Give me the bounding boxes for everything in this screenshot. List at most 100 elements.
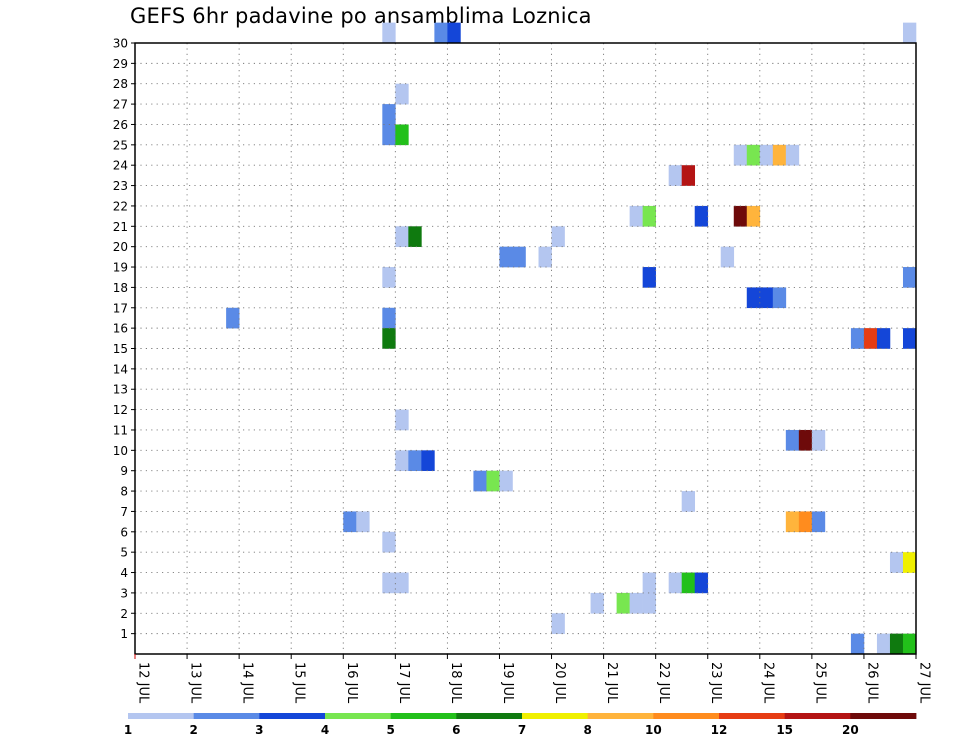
heatmap-cell [720,246,735,268]
legend-swatch [325,713,392,719]
y-tick-label: 11 [113,423,128,437]
y-tick-label: 22 [113,199,128,213]
heatmap-cell [395,450,409,471]
heatmap-cell [395,409,409,431]
x-axis-ticks: 12 JUL 13 JUL 14 JUL 15 JUL 16 JUL 17 JUL 18 J… [134,654,932,704]
y-tick-label: 28 [113,77,128,91]
y-tick-label: 8 [120,485,128,499]
heatmap-cell [889,552,904,573]
plot-frame [134,42,917,655]
legend-swatch [850,713,917,719]
legend-label: 15 [776,723,793,737]
heatmap-cell [382,124,396,146]
heatmap-cell [434,22,448,44]
y-tick-label: 19 [113,261,128,275]
y-tick-label: 5 [120,546,128,560]
heatmap-cell [785,429,800,451]
y-tick-label: 15 [113,342,128,356]
y-tick-label: 2 [120,607,128,621]
heatmap-cell [486,470,500,492]
heatmap-cell [746,287,761,309]
y-tick-label: 10 [113,444,128,458]
legend-swatch [390,713,457,719]
legend-swatch [193,713,260,719]
x-tick-label: 21 JUL [604,662,619,704]
legend-label: 2 [189,723,197,737]
y-tick-label: 25 [113,138,128,152]
y-tick-label: 13 [113,383,128,397]
heatmap-cell [798,429,813,451]
heatmap-cell [551,226,565,247]
color-legend: 1 2 3 4 5 6 7 8 10 12 15 20 [124,713,917,737]
legend-label: 8 [583,723,591,737]
heatmap-cell [395,572,409,594]
heatmap-cell [382,307,396,329]
y-axis-ticks: 1234567891011121314151617181920212223242… [113,37,135,641]
y-tick-label: 4 [120,566,128,580]
y-tick-label: 27 [113,98,128,112]
heatmap-cell [395,226,409,247]
x-tick-label: 24 JUL [760,662,775,704]
legend-label: 5 [386,723,394,737]
x-tick-label: 12 JUL [136,662,151,704]
heatmap-cell [811,429,826,451]
y-tick-label: 9 [120,464,128,478]
heatmap-cell [902,633,917,655]
x-tick-label: 20 JUL [552,662,567,704]
heatmap-cell [395,124,409,146]
x-tick-label: 17 JUL [396,662,411,704]
x-tick-label: 27 JUL [917,662,932,704]
heatmap-cell [889,633,904,655]
legend-swatch [653,713,720,719]
legend-swatch [522,713,589,719]
y-tick-label: 20 [113,240,128,254]
heatmap-cell [681,491,696,512]
heatmap-cell [850,328,865,349]
legend-label: 1 [124,723,132,737]
heatmap-cell [590,592,604,614]
y-tick-label: 1 [120,627,128,641]
legend-label: 10 [645,723,662,737]
heatmap-cell [759,287,774,309]
y-tick-label: 6 [120,525,128,539]
heatmap-cell [733,144,748,166]
y-tick-label: 14 [113,362,128,376]
heatmap-cell [226,307,240,329]
y-tick-label: 30 [113,37,128,51]
legend-swatch [587,713,654,719]
heatmap-cell [902,267,917,288]
heatmap-cell [876,328,891,349]
y-tick-label: 24 [113,159,128,173]
grid-lines [135,42,916,654]
chart-title: GEFS 6hr padavine po ansamblima Loznica [130,4,592,28]
heatmap-cell [382,267,396,288]
heatmap-cell [382,22,396,44]
heatmap-cell [694,205,709,227]
heatmap-cell [382,328,396,349]
heatmap-cell [668,165,682,186]
heatmap-cell [681,165,696,186]
y-tick-label: 18 [113,281,128,295]
x-tick-label: 19 JUL [500,662,515,704]
y-tick-label: 17 [113,301,128,315]
heatmap-cell [733,205,748,227]
x-tick-label: 13 JUL [188,662,203,704]
heatmap-cell [551,613,565,634]
y-tick-label: 3 [120,586,128,600]
heatmap-cell [473,470,487,492]
heatmap-cells [226,22,917,655]
heatmap-cell [694,572,709,594]
x-tick-label: 16 JUL [344,662,359,704]
heatmap-cell [421,450,435,471]
heatmap-cell [759,144,774,166]
legend-label: 20 [842,723,859,737]
heatmap-cell [772,287,787,309]
legend-swatch [784,713,851,719]
y-tick-label: 21 [113,220,128,234]
heatmap-cell [668,572,682,594]
legend-swatch [719,713,786,719]
heatmap-cell [512,246,526,268]
heatmap-cell [876,633,891,655]
legend-label: 4 [321,723,329,737]
